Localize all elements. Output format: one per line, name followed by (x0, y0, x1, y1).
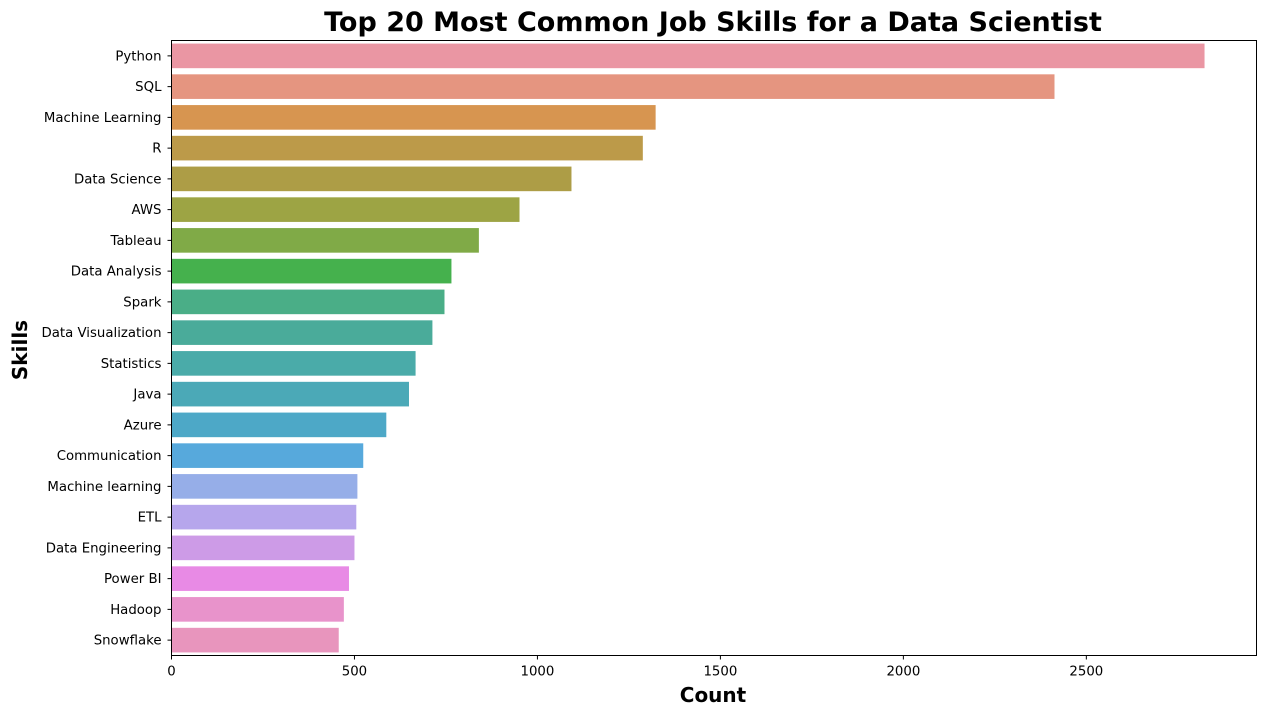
y-tick-label: Machine learning (47, 480, 161, 495)
bar-azure (171, 412, 387, 438)
bar-statistics (171, 351, 416, 376)
y-tick-label: Java (132, 388, 161, 403)
bar-power-bi (171, 566, 349, 591)
y-tick-label: AWS (132, 203, 162, 218)
bar-aws (171, 197, 520, 222)
x-tick-label: 0 (167, 665, 175, 680)
y-tick-label: Snowflake (94, 634, 162, 649)
y-tick-label: Data Engineering (46, 541, 162, 556)
y-tick-label: R (152, 142, 161, 157)
bar-tableau (171, 228, 479, 253)
y-tick-label: Data Science (74, 172, 162, 187)
y-tick-label: Data Visualization (42, 326, 162, 341)
bar-communication (171, 443, 364, 468)
y-tick-label: Data Analysis (71, 265, 162, 280)
y-tick-label: Hadoop (110, 603, 161, 618)
bar-machine-learning (171, 105, 656, 130)
x-tick-label: 1000 (521, 665, 555, 680)
y-tick-labels: Python SQL Machine Learning R Data Science AW… (42, 49, 172, 649)
x-tick-label: 500 (342, 665, 367, 680)
x-tick-label: 2000 (886, 665, 920, 680)
chart-title: Top 20 Most Common Job Skills for a Data… (324, 7, 1102, 38)
x-tick-labels: 0 500 1000 1500 2000 2500 (167, 655, 1103, 680)
y-tick-label: Azure (124, 418, 162, 433)
y-tick-label: Python (115, 49, 161, 64)
bar-data-science (171, 166, 572, 192)
plot-frame (171, 40, 1257, 656)
x-axis-label: Count (680, 683, 747, 707)
y-tick-label: Machine Learning (44, 111, 162, 126)
bar-etl (171, 504, 357, 530)
bar-java (171, 381, 409, 407)
y-tick-label: SQL (135, 80, 162, 95)
bar-machine-learning (171, 474, 358, 499)
bars-group (171, 43, 1205, 653)
y-tick-label: Communication (57, 449, 162, 464)
bar-hadoop (171, 597, 344, 622)
y-axis-label: Skills (8, 320, 32, 380)
bar-data-engineering (171, 535, 355, 561)
bar-data-visualization (171, 320, 433, 345)
x-tick-label: 2500 (1069, 665, 1103, 680)
bar-python (171, 43, 1205, 69)
y-tick-label: Statistics (101, 357, 162, 372)
y-tick-label: Spark (123, 295, 161, 310)
y-tick-label: Power BI (104, 572, 161, 587)
bar-data-analysis (171, 258, 452, 284)
bar-spark (171, 289, 445, 315)
bar-snowflake (171, 627, 339, 653)
bar-sql (171, 74, 1055, 99)
x-tick-label: 1500 (703, 665, 737, 680)
y-tick-label: Tableau (110, 234, 162, 249)
bar-r (171, 135, 643, 161)
y-tick-label: ETL (138, 511, 163, 526)
